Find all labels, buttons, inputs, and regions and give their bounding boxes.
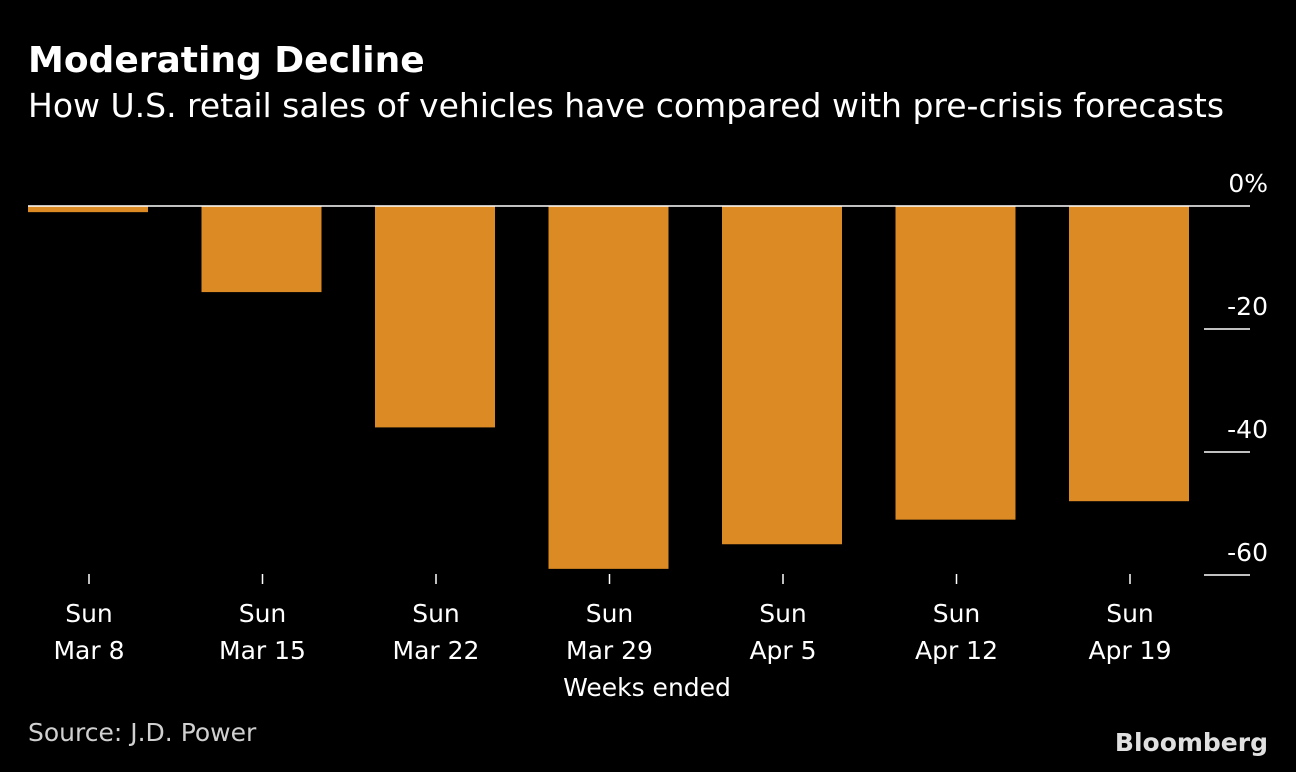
x-tick-label-day: Sun: [759, 599, 807, 628]
chart-subtitle: How U.S. retail sales of vehicles have c…: [28, 86, 1225, 125]
x-tick-label-day: Sun: [1106, 599, 1154, 628]
x-tick-label-day: Sun: [65, 599, 113, 628]
x-tick-label-date: Mar 29: [566, 636, 653, 665]
y-tick-label: 0%: [1228, 169, 1268, 198]
bar: [895, 206, 1016, 520]
bloomberg-logo: Bloomberg: [1114, 728, 1268, 757]
bar: [722, 206, 842, 545]
x-tick-label-day: Sun: [586, 599, 634, 628]
source-note: Source: J.D. Power: [28, 718, 257, 747]
x-axis-label: Weeks ended: [563, 673, 731, 702]
x-tick-label-date: Apr 5: [749, 636, 816, 665]
y-tick-label: -40: [1227, 415, 1268, 444]
x-tick-label-date: Apr 19: [1088, 636, 1171, 665]
bar: [1069, 206, 1189, 502]
x-tick-label-date: Mar 22: [393, 636, 480, 665]
x-tick-label-day: Sun: [239, 599, 287, 628]
bar: [548, 206, 669, 569]
y-tick-label: -60: [1227, 538, 1268, 567]
x-tick-label-date: Mar 15: [219, 636, 306, 665]
x-tick-label-date: Mar 8: [53, 636, 124, 665]
chart-title: Moderating Decline: [28, 40, 425, 81]
x-tick-label-date: Apr 12: [915, 636, 998, 665]
y-tick-label: -20: [1227, 292, 1268, 321]
bar: [28, 206, 148, 213]
x-tick-label-day: Sun: [412, 599, 460, 628]
x-tick-label-day: Sun: [933, 599, 981, 628]
bar: [201, 206, 322, 293]
bar: [375, 206, 495, 428]
